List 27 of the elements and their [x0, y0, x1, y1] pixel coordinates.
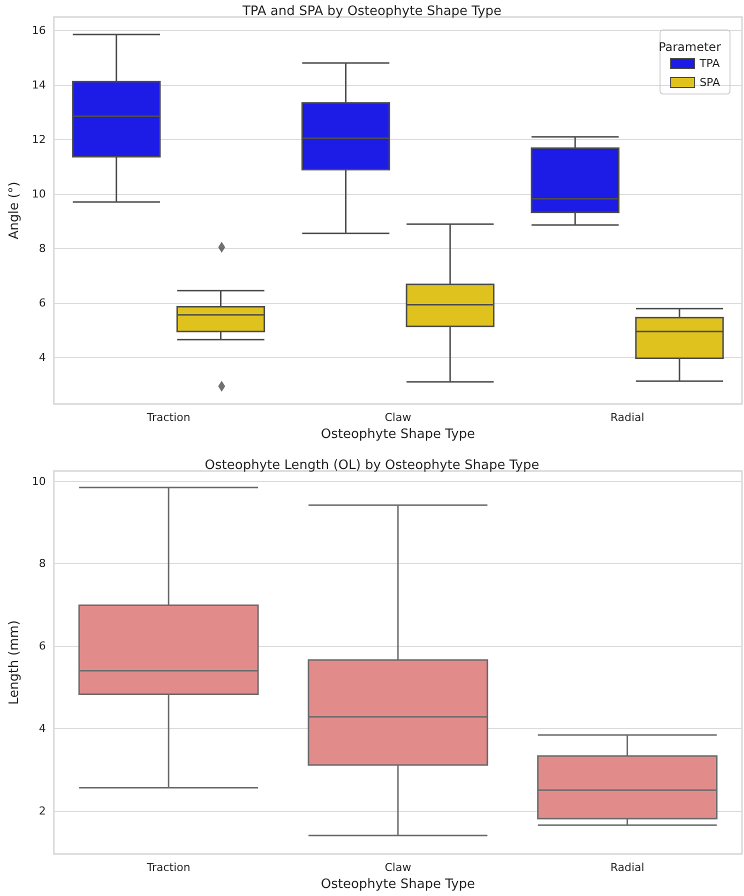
legend-title: Parameter — [658, 40, 722, 54]
x-tick-label: Claw — [384, 411, 412, 424]
x-axis-title: Osteophyte Shape Type — [320, 427, 476, 442]
legend-label: TPA — [698, 57, 720, 70]
y-tick-label: 16 — [32, 24, 46, 38]
y-tick-label: 6 — [38, 640, 46, 653]
x-tick-label: Claw — [384, 861, 412, 874]
y-tick-label: 4 — [38, 351, 46, 364]
legend-label: SPA — [700, 76, 720, 89]
y-tick-label: 2 — [38, 804, 46, 818]
chart-title: Osteophyte Length (OL) by Osteophyte Shape Type — [204, 458, 540, 473]
y-tick-label: 12 — [32, 133, 46, 146]
y-tick-label: 10 — [32, 474, 46, 488]
y-axis-title: Angle (°) — [7, 182, 22, 240]
x-tick-label: Traction — [146, 861, 190, 874]
y-tick-label: 10 — [32, 188, 46, 201]
y-tick-label: 6 — [38, 296, 46, 310]
y-tick-label: 8 — [38, 557, 46, 570]
chart-title: TPA and SPA by Osteophyte Shape Type — [241, 4, 502, 19]
x-tick-label: Radial — [610, 411, 644, 424]
x-axis-title: Osteophyte Shape Type — [320, 877, 476, 892]
x-tick-label: Traction — [146, 411, 190, 424]
y-axis-title: Length (mm) — [7, 620, 22, 705]
y-tick-label: 8 — [38, 242, 46, 256]
x-tick-label: Radial — [610, 861, 644, 874]
y-tick-label: 14 — [32, 78, 46, 92]
y-tick-label: 4 — [38, 722, 46, 735]
